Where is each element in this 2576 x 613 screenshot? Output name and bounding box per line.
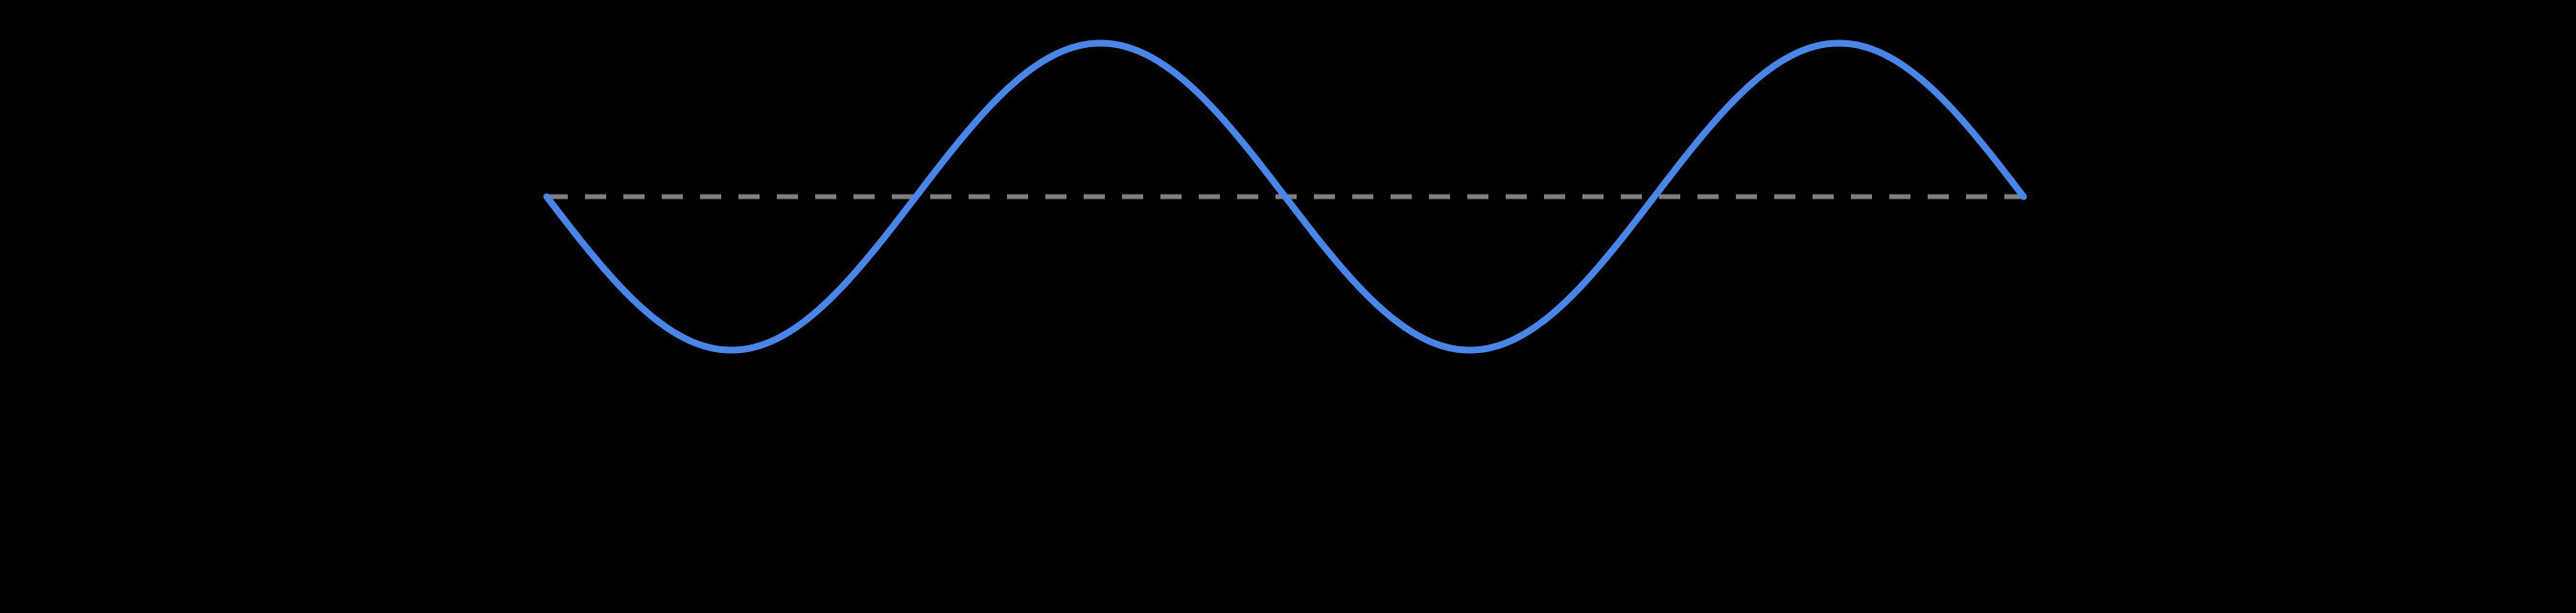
wave-figure — [0, 0, 2576, 613]
sine-wave-path — [547, 43, 2024, 350]
wave-svg — [0, 0, 2576, 613]
